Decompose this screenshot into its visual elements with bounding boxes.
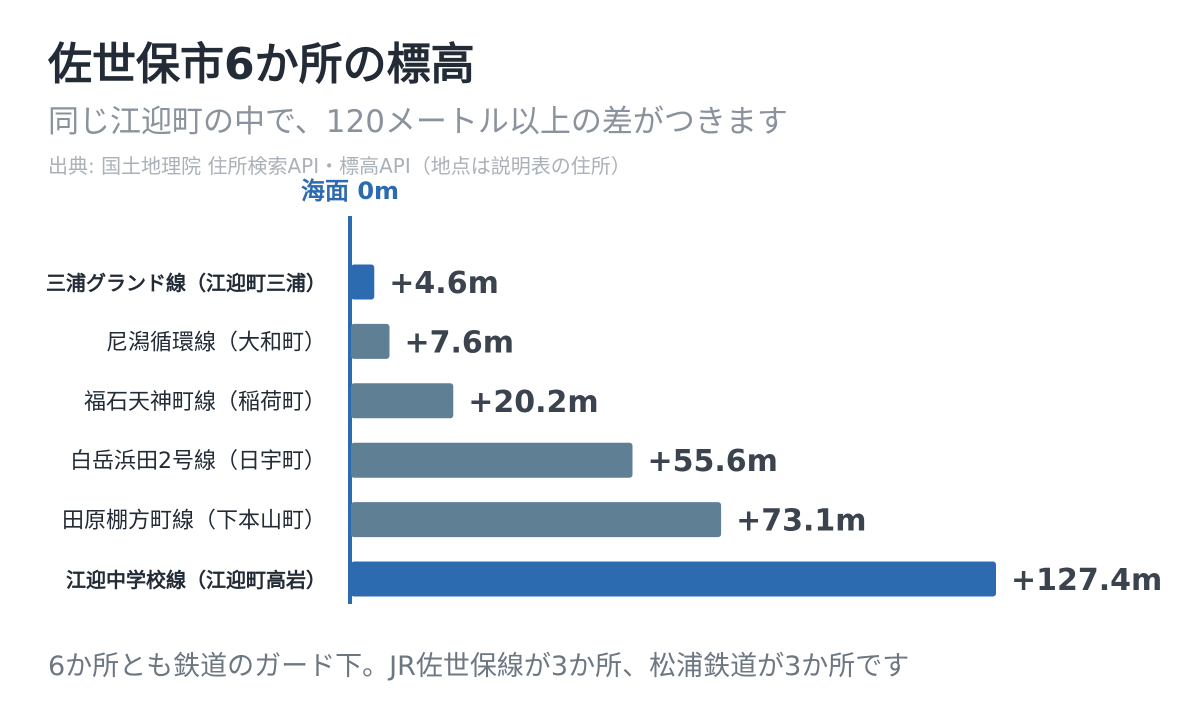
bars-group: 三浦グランド線（江迎町三浦） +4.6m 尼潟循環線（大和町） +7.6m 福石天神町線… — [46, 264, 1162, 598]
value-label-4: +73.1m — [736, 504, 866, 539]
chart-footnote: 6か所とも鉄道のガード下。JR佐世保線が3か所、松浦鉄道が3か所です — [48, 651, 910, 682]
value-label-1: +7.6m — [404, 325, 514, 360]
value-label-2: +20.2m — [468, 385, 598, 420]
chart-subtitle: 同じ江迎町の中で、120メートル以上の差がつきます — [48, 104, 788, 140]
bar-3 — [351, 442, 633, 478]
value-label-3: +55.6m — [647, 444, 777, 479]
category-label-2: 福石天神町線（稲荷町） — [84, 390, 326, 415]
category-label-0: 三浦グランド線（江迎町三浦） — [46, 271, 326, 295]
value-label-0: +4.6m — [389, 266, 499, 301]
bar-4 — [351, 502, 722, 538]
category-label-3: 白岳浜田2号線（日宇町） — [70, 449, 326, 474]
bar-0 — [351, 264, 375, 300]
bar-2 — [351, 383, 454, 419]
bar-5 — [351, 561, 996, 597]
category-label-4: 田原棚方町線（下本山町） — [62, 509, 326, 534]
baseline-label: 海面 0m — [301, 177, 399, 205]
category-label-5: 江迎中学校線（江迎町高岩） — [66, 568, 326, 592]
category-label-1: 尼潟循環線（大和町） — [106, 330, 326, 355]
value-label-5: +127.4m — [1011, 563, 1162, 598]
chart-title: 佐世保市6か所の標高 — [48, 39, 475, 90]
bar-1 — [351, 323, 390, 359]
chart-source: 出典: 国土地理院 住所検索API・標高API（地点は説明表の住所） — [48, 154, 631, 178]
